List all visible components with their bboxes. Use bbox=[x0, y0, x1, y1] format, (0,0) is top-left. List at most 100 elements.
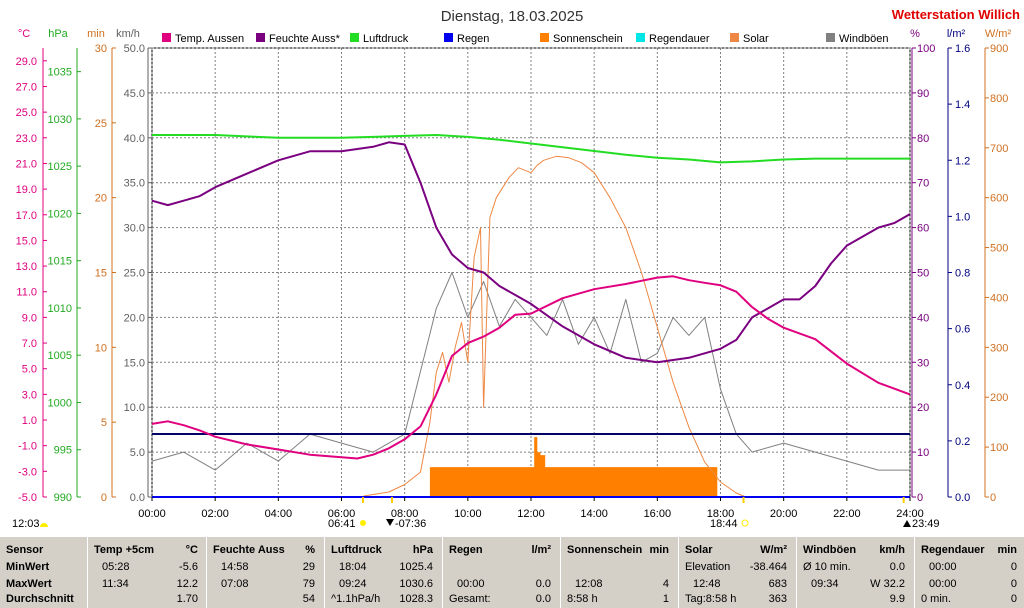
summary-avg-label: 0 min. bbox=[921, 593, 951, 605]
summary-avg-value: 0.0 bbox=[535, 593, 551, 605]
rain-axis-label: 0.8 bbox=[955, 268, 970, 280]
minutes-axis-label: 10 bbox=[95, 342, 107, 354]
summary-min-value: 0.0 bbox=[889, 561, 905, 573]
temp-axis-label: 13.0 bbox=[16, 261, 37, 273]
sunset-label: 18:44 bbox=[710, 518, 738, 530]
pressure-axis-label: 1000 bbox=[48, 397, 72, 409]
sun-icon bbox=[741, 519, 749, 527]
summary-max-value: 0.0 bbox=[535, 578, 551, 590]
time-label: 00:00 bbox=[138, 508, 166, 520]
summary-min-label: Elevation bbox=[685, 561, 731, 573]
summary-avg-label: 8:58 h bbox=[567, 593, 598, 605]
temp-axis-label: 25.0 bbox=[16, 107, 37, 119]
humidity-axis-label: 30 bbox=[917, 357, 929, 369]
rain-axis-label: 1.0 bbox=[955, 211, 970, 223]
unit-label: W/m² bbox=[985, 28, 1012, 40]
rain-axis-label: 1.2 bbox=[955, 155, 970, 167]
summary-header: Sonnenschein bbox=[567, 544, 643, 556]
pressure-axis-label: 1025 bbox=[48, 161, 72, 173]
minutes-axis-label: 15 bbox=[95, 268, 107, 280]
summary-max-value: W 32.2 bbox=[870, 578, 905, 590]
pressure-axis-label: 1015 bbox=[48, 256, 72, 268]
wind-axis-label: 20.0 bbox=[124, 312, 145, 324]
solar-axis-label: 500 bbox=[990, 243, 1008, 255]
summary-avg-value: 9.9 bbox=[889, 593, 905, 605]
solar-axis-label: 900 bbox=[990, 43, 1008, 55]
humidity-axis-label: 90 bbox=[917, 88, 929, 100]
summary-header: Sensor bbox=[6, 544, 44, 556]
summary-unit: min bbox=[997, 544, 1017, 556]
time-label: 02:00 bbox=[201, 508, 229, 520]
temp-axis-label: 3.0 bbox=[22, 389, 37, 401]
series-temp bbox=[151, 275, 911, 460]
summary-separator bbox=[324, 537, 325, 608]
summary-separator bbox=[442, 537, 443, 608]
wind-axis-label: 40.0 bbox=[124, 133, 145, 145]
solar-axis-label: 200 bbox=[990, 392, 1008, 404]
summary-row-label: MinWert bbox=[6, 561, 50, 573]
summary-unit: hPa bbox=[412, 544, 433, 556]
temp-axis-label: 5.0 bbox=[22, 364, 37, 376]
summary-max-value: 4 bbox=[662, 578, 669, 590]
time-label: 24:00 bbox=[896, 508, 924, 520]
rain-axis-label: 1.6 bbox=[955, 43, 970, 55]
chart-title: Dienstag, 18.03.2025 bbox=[441, 8, 584, 25]
temp-axis-label: 19.0 bbox=[16, 184, 37, 196]
summary-min-value: -38.464 bbox=[749, 561, 787, 573]
legend-swatch bbox=[636, 33, 645, 42]
series-windboeen bbox=[151, 272, 910, 471]
summary-max-value: 683 bbox=[768, 578, 787, 590]
sun-icon bbox=[40, 523, 48, 527]
temp-axis-label: -5.0 bbox=[18, 492, 37, 504]
weather-chart: 29.0 27.0 25.0 23.0 21.0 19.0 17.0 15.0 13.0 11.0… bbox=[12, 7, 1020, 530]
humidity-axis-label: 100 bbox=[917, 43, 935, 55]
temp-axis-label: 9.0 bbox=[22, 312, 37, 324]
legend-swatch bbox=[444, 33, 453, 42]
summary-unit: min bbox=[649, 544, 669, 556]
sunrise-label: 06:41 bbox=[328, 518, 356, 530]
summary-max-value: 1030.6 bbox=[399, 578, 433, 590]
legend-label: Windböen bbox=[839, 33, 889, 45]
temp-axis-label: 21.0 bbox=[16, 158, 37, 170]
summary-avg-value: 0 bbox=[1010, 593, 1017, 605]
solar-axis-label: 600 bbox=[990, 193, 1008, 205]
summary-separator bbox=[678, 537, 679, 608]
temp-axis-label: 27.0 bbox=[16, 81, 37, 93]
solar-axis-label: 800 bbox=[990, 93, 1008, 105]
solar-axis-label: 300 bbox=[990, 342, 1008, 354]
temp-axis-label: -3.0 bbox=[18, 466, 37, 478]
time-label: 16:00 bbox=[644, 508, 672, 520]
wind-axis-label: 0.0 bbox=[130, 492, 145, 504]
summary-min-time: 05:28 bbox=[102, 561, 130, 573]
summary-header: Feuchte Auss bbox=[213, 544, 285, 556]
rain-axis-label: 1.4 bbox=[955, 99, 970, 111]
legend-swatch bbox=[826, 33, 835, 42]
unit-label: l/m² bbox=[947, 28, 966, 40]
summary-min-label: Ø 10 min. bbox=[803, 561, 851, 573]
legend-swatch bbox=[350, 33, 359, 42]
legend-swatch bbox=[162, 33, 171, 42]
legend-label: Luftdruck bbox=[363, 33, 409, 45]
summary-header: Regen bbox=[449, 544, 483, 556]
pressure-axis-label: 1030 bbox=[48, 114, 72, 126]
solar-axis-label: 400 bbox=[990, 292, 1008, 304]
sun-event-label: 23:49 bbox=[912, 518, 940, 530]
summary-avg-value: 54 bbox=[302, 593, 315, 605]
series-solar bbox=[363, 155, 746, 498]
humidity-axis-label: 70 bbox=[917, 178, 929, 190]
rain-axis-label: 0.4 bbox=[955, 380, 970, 392]
legend-label: Temp. Aussen bbox=[175, 33, 244, 45]
humidity-axis-label: 20 bbox=[917, 402, 929, 414]
dawn-arrow-icon bbox=[386, 519, 394, 526]
time-label: 04:00 bbox=[265, 508, 293, 520]
legend-label: Solar bbox=[743, 33, 769, 45]
time-label: 12:00 bbox=[517, 508, 545, 520]
legend-swatch bbox=[256, 33, 265, 42]
summary-max-time: 12:48 bbox=[693, 578, 721, 590]
time-label: 10:00 bbox=[454, 508, 482, 520]
summary-avg-value: 1028.3 bbox=[399, 593, 433, 605]
wind-axis-label: 30.0 bbox=[124, 223, 145, 235]
pressure-axis-label: 995 bbox=[54, 445, 72, 457]
solar-axis-label: 100 bbox=[990, 442, 1008, 454]
legend-label: Regen bbox=[457, 33, 489, 45]
